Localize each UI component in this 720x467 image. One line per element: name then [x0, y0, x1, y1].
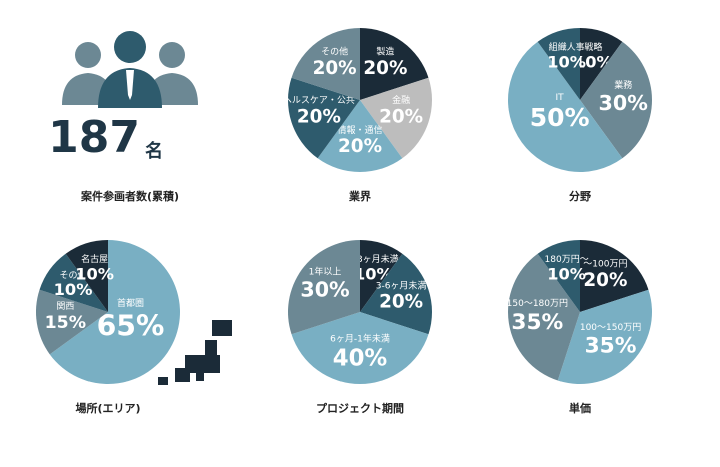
value-label: 40%: [333, 346, 388, 372]
chart-title: プロジェクト期間: [316, 401, 404, 415]
value-label: 10%: [354, 264, 393, 283]
pie-slice: [580, 240, 649, 312]
slice-label: その他: [321, 46, 348, 58]
value-label: 65%: [97, 309, 165, 342]
pie-slice: [537, 27, 580, 100]
value-label: 30%: [300, 278, 349, 302]
value-label: 20%: [583, 270, 627, 291]
pie-slice: [557, 289, 652, 384]
pie-slice: [360, 77, 432, 159]
pie-slice: [580, 41, 652, 159]
pie-slice: [507, 41, 623, 172]
pie-slice: [291, 28, 360, 100]
headcount-value: 187: [48, 112, 140, 163]
pie-slice: [49, 240, 181, 385]
value-label: 10%: [574, 52, 613, 71]
value-label: 20%: [379, 292, 423, 313]
slice-label: 関西: [56, 301, 74, 312]
slice-label: 組織人事: [549, 41, 585, 53]
chart-title: 場所(エリア): [75, 401, 140, 415]
chart-title: 単価: [569, 401, 591, 415]
value-label: 20%: [379, 106, 423, 127]
pie-slice: [288, 77, 360, 159]
value-label: 20%: [338, 136, 382, 157]
value-label: 10%: [547, 264, 586, 283]
slice-label: 〜100万円: [583, 259, 627, 270]
value-label: 20%: [313, 58, 357, 79]
value-label: 10%: [547, 52, 586, 71]
pie-slice: [360, 28, 429, 100]
pie-slice: [580, 28, 623, 100]
slice-label: 1年以上: [309, 266, 342, 278]
slice-label: 首都圏: [117, 297, 144, 309]
pie-slice: [508, 253, 580, 381]
headcount-unit: 名: [145, 140, 163, 162]
value-label: 10%: [54, 280, 93, 299]
value-label: 30%: [599, 91, 648, 115]
chart-title: 業界: [348, 189, 371, 203]
pie-slice: [39, 253, 109, 312]
slice-label: IT: [556, 93, 565, 103]
slice-label: 6ヶ月-1年未満: [330, 333, 390, 345]
japan-map: [158, 320, 232, 385]
pie-slice: [65, 240, 108, 312]
value-label: 20%: [297, 106, 341, 127]
slice-label: 名古屋: [81, 253, 108, 265]
slice-label: 製造: [376, 46, 394, 58]
pie-slice: [360, 240, 403, 312]
chart-title: 分野: [569, 189, 591, 203]
value-label: 20%: [363, 58, 407, 79]
slice-label: ヘルスケア・公共: [283, 95, 355, 106]
headcount-label: 案件参画者数(累積): [80, 189, 179, 203]
value-label: 35%: [585, 334, 637, 359]
value-label: 15%: [45, 313, 86, 333]
pie-slice: [360, 253, 432, 335]
pie-slice: [537, 240, 580, 312]
slice-label: 情報・通信: [337, 124, 382, 136]
people-icons: [62, 31, 198, 108]
slice-label: 戦略: [584, 41, 602, 53]
slice-label: 1-3ヶ月未満: [348, 253, 399, 265]
value-label: 10%: [75, 264, 114, 283]
value-label: 50%: [530, 103, 590, 132]
slice-label: 100〜150万円: [580, 322, 641, 333]
pie-slice: [36, 289, 108, 355]
slice-label: 180万円〜: [545, 254, 589, 265]
slice-label: 金融: [392, 94, 410, 106]
slice-label: 3-6ヶ月未満: [376, 279, 427, 291]
value-label: 35%: [511, 310, 563, 335]
pie-slice: [287, 240, 360, 335]
slice-label: 150〜180万円: [507, 298, 568, 309]
pie-slice: [317, 100, 403, 172]
pie-slice: [291, 312, 429, 384]
slice-label: 業務: [614, 79, 632, 91]
